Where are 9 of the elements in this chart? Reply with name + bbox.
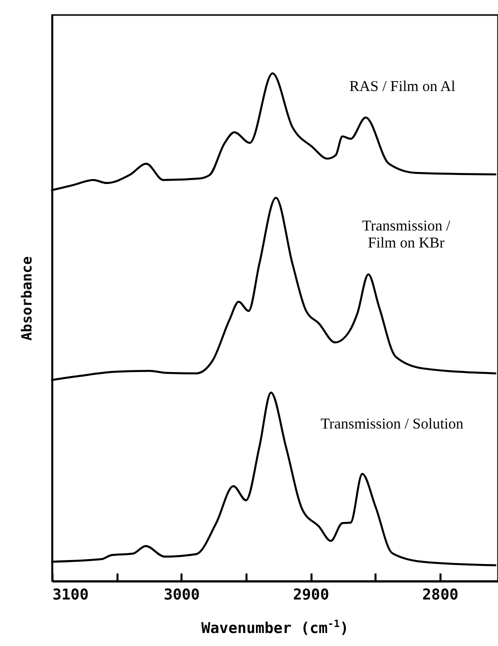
x-tick-label: 3000 (164, 586, 200, 604)
x-tick-label: 3100 (52, 586, 89, 604)
x-axis-title: Wavenumber (cm$^{-1}$) (200, 618, 350, 637)
y-axis-title: Absorbance (20, 256, 36, 341)
x-tick-label: 2900 (292, 586, 330, 604)
series-label: RAS / Film on Al (349, 79, 456, 96)
text: Transmission / Solution (320, 416, 464, 433)
series-label: Transmission / Film on KBr (362, 218, 452, 252)
x-tick-label: 2800 (422, 586, 458, 604)
